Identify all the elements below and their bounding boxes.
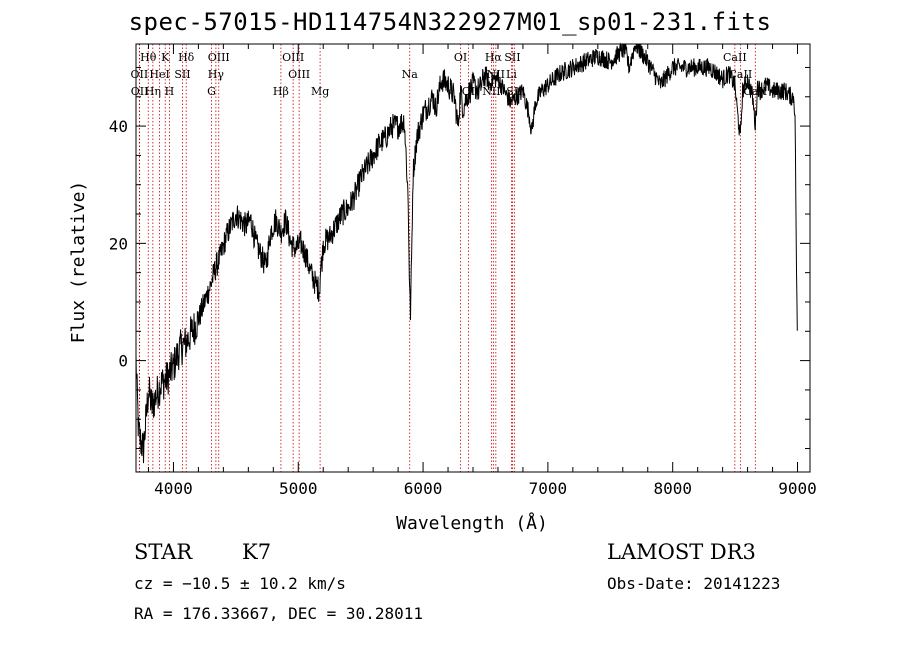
line-label: OII (131, 68, 149, 81)
chart-title: spec-57015-HD114754N322927M01_sp01-231.f… (128, 8, 772, 36)
line-label: NII (482, 85, 500, 98)
line-label: CaII (729, 68, 753, 81)
line-label: Mg (311, 85, 329, 98)
y-tick-label: 0 (118, 352, 128, 371)
line-label: K (161, 51, 170, 64)
y-tick-label: 20 (109, 234, 128, 253)
line-label: OIII (208, 51, 230, 64)
y-tick-label: 40 (109, 117, 128, 136)
line-label: OIII (282, 51, 304, 64)
x-tick-label: 4000 (154, 479, 193, 498)
line-label: Hδ (178, 51, 195, 64)
line-label: SII (174, 68, 190, 81)
spectrum-line (135, 42, 798, 464)
object-class: STAR (134, 540, 193, 564)
line-label: Hθ (140, 51, 157, 64)
line-label: OIII (288, 68, 310, 81)
line-label: OI (454, 51, 467, 64)
line-label: Hγ (208, 68, 225, 81)
survey-name: LAMOST DR3 (607, 540, 756, 564)
tick-layer: 4000 5000 6000 7000 8000 9000 0 20 40 (109, 44, 817, 498)
line-label: OI (462, 85, 475, 98)
line-marker-layer (138, 44, 756, 472)
x-axis-label: Wavelength (Å) (396, 512, 548, 534)
x-tick-label: 5000 (279, 479, 318, 498)
x-tick-label: 7000 (529, 479, 568, 498)
x-tick-label: 8000 (653, 479, 692, 498)
line-label: CaII (743, 85, 767, 98)
line-label: Hβ (273, 85, 289, 98)
x-tick-label: 6000 (404, 479, 443, 498)
line-label: CaII (723, 51, 747, 64)
x-tick-label: 9000 (778, 479, 817, 498)
line-label: NII (487, 68, 505, 81)
line-label: Na (402, 68, 419, 81)
line-label: Li (506, 68, 517, 81)
line-label: H (165, 85, 175, 98)
object-subclass: K7 (242, 540, 272, 564)
line-label: G (207, 85, 216, 98)
line-label: OII (131, 85, 149, 98)
y-axis-label: Flux (relative) (68, 181, 89, 344)
line-label: SII (506, 85, 522, 98)
line-label: Hα (485, 51, 503, 64)
line-label: HeI (149, 68, 169, 81)
redshift-cz: cz = −10.5 ± 10.2 km/s (134, 574, 346, 593)
plot-frame (135, 43, 811, 473)
line-label: Hη (145, 85, 161, 98)
line-label: SII (504, 51, 520, 64)
coordinates: RA = 176.33667, DEC = 30.28011 (134, 604, 423, 623)
obs-date: Obs-Date: 20141223 (607, 574, 781, 593)
spectrum-layer (135, 42, 798, 464)
